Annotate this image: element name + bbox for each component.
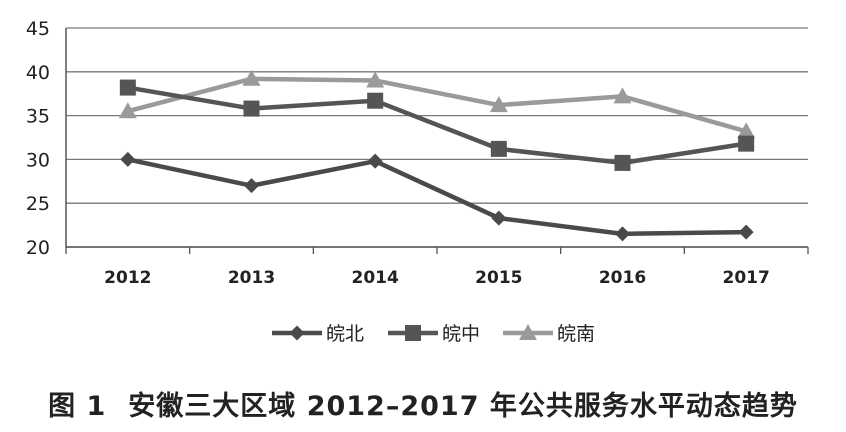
data-point-皖南-2016	[613, 87, 632, 104]
data-point-皖中-2016	[614, 154, 631, 171]
x-tick-label-2014: 2014	[352, 268, 399, 288]
x-tick-label-2012: 2012	[104, 268, 151, 288]
y-tick-label-20: 20	[26, 237, 50, 259]
y-tick-label-35: 35	[26, 106, 50, 128]
data-point-皖南-2015	[489, 96, 508, 113]
series-line-皖中	[127, 85, 747, 166]
x-tick-label-2017: 2017	[723, 268, 770, 288]
data-point-皖南-2014	[366, 71, 385, 88]
series-皖北	[120, 151, 754, 242]
data-point-皖中-2014	[367, 92, 384, 109]
data-point-皖中-2017	[738, 135, 755, 152]
axes: 20 25 30 35 40 45 2012 2013 2014 2015 2016 2017	[26, 18, 809, 288]
y-tick-label-45: 45	[26, 18, 50, 40]
figure-number: 图 1	[48, 391, 107, 422]
x-tick-label-2013: 2013	[228, 268, 275, 288]
x-tick-label-2015: 2015	[475, 268, 522, 288]
legend-item-皖中: 皖中	[388, 323, 480, 345]
legend-item-皖南: 皖南	[503, 323, 595, 345]
series-line-皖南	[127, 76, 747, 134]
y-tick-label-30: 30	[26, 149, 50, 171]
data-point-皖中-2013	[243, 100, 260, 117]
data-point-皖北-2014	[367, 153, 383, 169]
legend: 皖北 皖中 皖南	[272, 323, 595, 345]
data-point-皖南-2017	[737, 122, 756, 139]
figure-caption-text: 安徽三大区域 2012–2017 年公共服务水平动态趋势	[128, 391, 798, 422]
line-chart: 2025303540452012 2013 2014 2015 2016 2017 皖北皖…	[26, 18, 809, 345]
x-tick-label-2016: 2016	[599, 268, 646, 288]
legend-label-皖中: 皖中	[442, 323, 480, 345]
data-point-皖北-2013	[244, 178, 259, 194]
data-point-皖中-2015	[490, 140, 507, 157]
y-tick-label-40: 40	[26, 62, 50, 84]
data-point-皖北-2016	[615, 226, 630, 242]
data-point-皖北-2017	[738, 224, 754, 240]
series-皖南	[118, 69, 756, 139]
series-皖中	[119, 79, 755, 171]
gridlines	[66, 27, 808, 248]
figure-caption: 图 1 安徽三大区域 2012–2017 年公共服务水平动态趋势	[0, 384, 846, 423]
data-point-皖南-2013	[242, 69, 261, 86]
series-line-皖北	[127, 157, 747, 237]
legend-label-皖北: 皖北	[326, 323, 364, 345]
series	[118, 69, 756, 242]
data-point-皖北-2012	[120, 151, 136, 167]
legend-label-皖南: 皖南	[557, 323, 595, 345]
data-point-皖中-2012	[119, 79, 136, 96]
legend-marker-皖北	[289, 325, 305, 341]
data-point-皖北-2015	[491, 210, 507, 226]
y-tick-label-25: 25	[26, 193, 50, 215]
legend-item-皖北: 皖北	[272, 323, 364, 345]
legend-marker-皖南	[519, 324, 537, 340]
legend-marker-皖中	[405, 325, 421, 341]
data-point-皖南-2012	[118, 102, 137, 119]
